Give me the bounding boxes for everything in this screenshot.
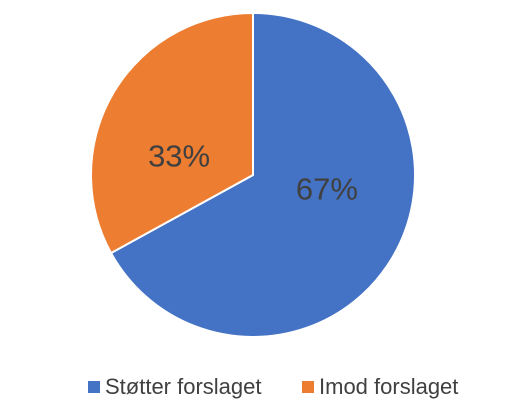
pie-slice bbox=[109, 11, 416, 338]
pie-slice bbox=[90, 11, 254, 255]
legend-swatch bbox=[88, 381, 100, 393]
legend-label: Imod forslaget bbox=[319, 374, 458, 399]
data-label: 67% bbox=[296, 172, 358, 207]
legend-swatch bbox=[302, 381, 314, 393]
legend-label: Støtter forslaget bbox=[105, 374, 262, 399]
data-label: 33% bbox=[148, 139, 210, 174]
